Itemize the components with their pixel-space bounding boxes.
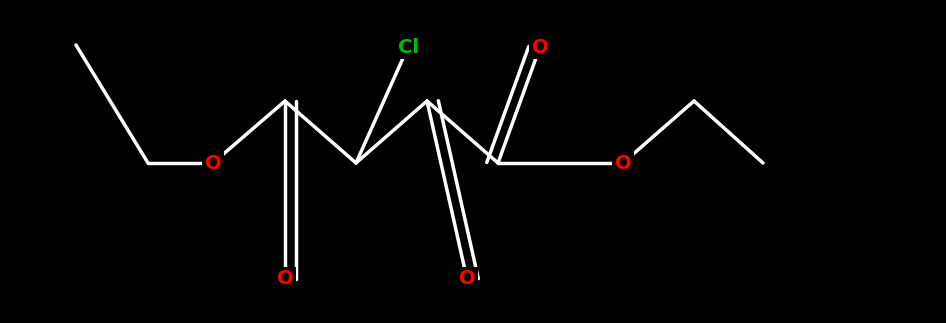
Text: O: O [615,153,631,172]
Text: O: O [276,269,293,288]
Text: Cl: Cl [397,37,418,57]
Text: O: O [204,153,221,172]
Text: O: O [459,269,475,288]
Text: O: O [532,37,549,57]
